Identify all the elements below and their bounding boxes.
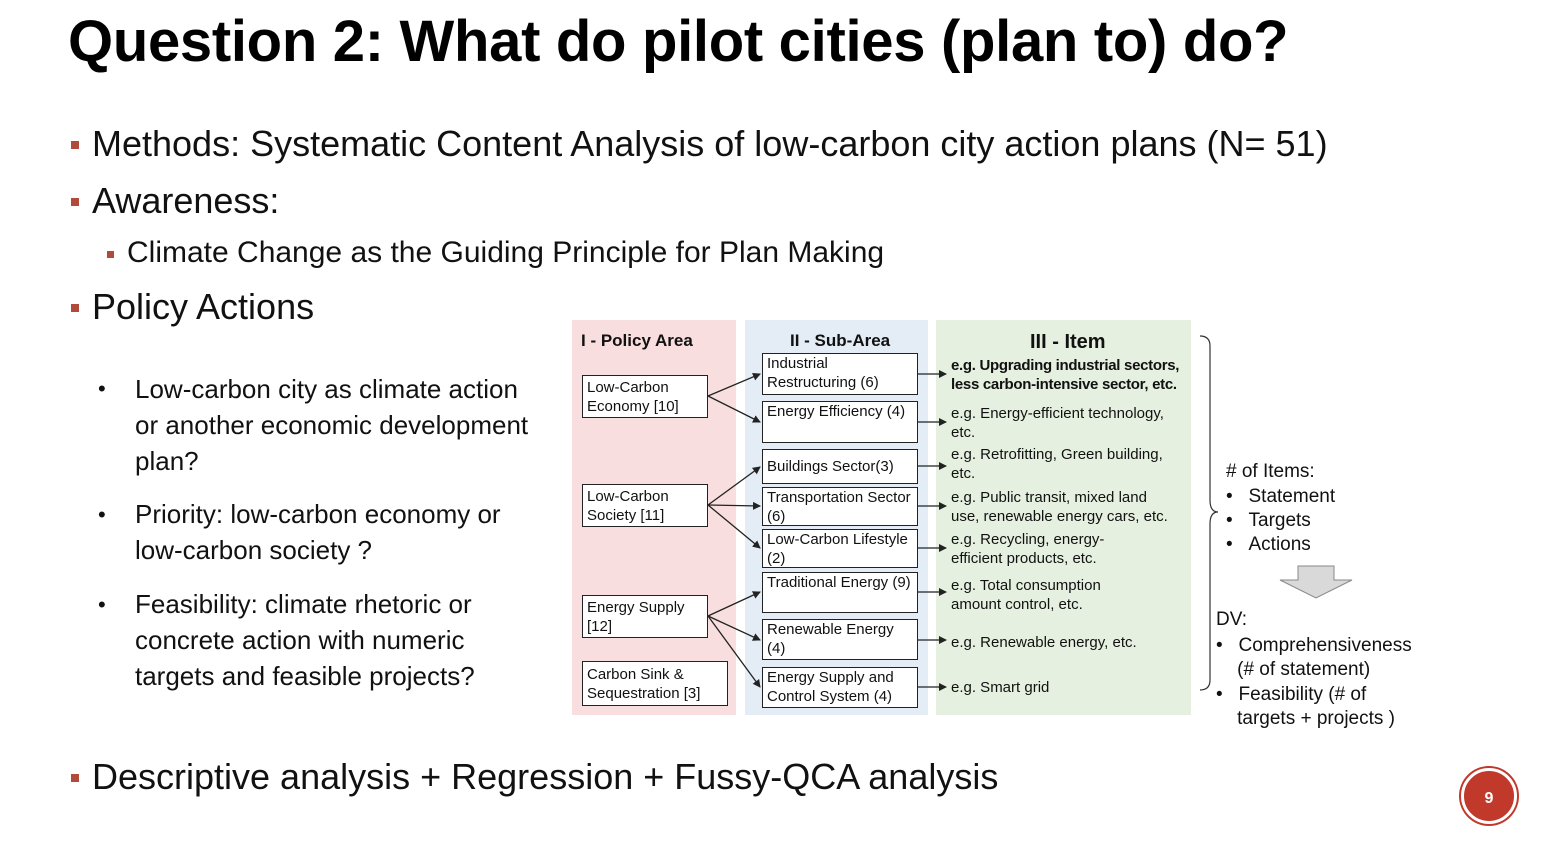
item-text: e.g. Energy-efficient technology, etc.	[951, 405, 1164, 441]
bullet-awareness: Awareness:	[92, 180, 280, 221]
measure-list-item: • Actions	[1226, 534, 1311, 555]
down-arrow-icon	[1279, 565, 1353, 599]
sub-area-box: Energy Supply and Control System (4)	[762, 667, 918, 708]
dv-label: DV:	[1216, 609, 1247, 630]
sub-area-box: Transportation Sector (6)	[762, 487, 918, 526]
sub-area-box: Energy Efficiency (4)	[762, 401, 918, 443]
connector-arrow	[707, 615, 761, 641]
bullet-policy-actions: Policy Actions	[92, 286, 315, 327]
item-text: e.g. Retrofitting, Green building, etc.	[951, 446, 1163, 482]
bullet-square-icon	[71, 198, 79, 206]
item-text: e.g. Total consumption amount control, et…	[951, 577, 1101, 613]
item-column	[936, 320, 1191, 715]
bullet-dot-icon: •	[98, 502, 106, 527]
bullet-square-icon	[71, 304, 79, 312]
item-text: e.g. Public transit, mixed land use, rene…	[951, 489, 1168, 525]
sub-area-box: Traditional Energy (9)	[762, 572, 918, 613]
policy-area-box: Energy Supply [12]	[582, 595, 708, 638]
sub-area-header: II - Sub-Area	[790, 331, 891, 350]
question-item: Feasibility: climate rhetoric or concret…	[135, 589, 475, 691]
page-number-badge: 9	[1461, 768, 1517, 824]
measure-list-item: • Statement	[1226, 486, 1336, 507]
connector-arrow	[707, 591, 761, 617]
item-text: e.g. Renewable energy, etc.	[951, 634, 1137, 651]
bullet-dot-icon: •	[98, 376, 106, 401]
slide-title: Question 2: What do pilot cities (plan t…	[68, 9, 1289, 74]
connector-arrow	[707, 373, 761, 397]
bullet-square-icon	[71, 141, 79, 149]
sub-area-box: Buildings Sector(3)	[762, 449, 918, 484]
bullet-dot-icon: •	[98, 592, 106, 617]
connector-arrow	[707, 615, 761, 688]
item-text: e.g. Smart grid	[951, 679, 1050, 696]
question-item: Low-carbon city as climate action or ano…	[135, 374, 529, 476]
question-item: Priority: low-carbon economy or low-carb…	[135, 499, 501, 565]
measure-list-item: • Targets	[1226, 510, 1311, 531]
right-brace	[1199, 335, 1219, 691]
sub-area-box: Low-Carbon Lifestyle (2)	[762, 529, 918, 568]
policy-area-box: Low-Carbon Economy [10]	[582, 375, 708, 418]
connector-arrow	[707, 501, 761, 510]
item-text: e.g. Upgrading industrial sectors, less c…	[951, 357, 1180, 393]
connector-arrow	[707, 466, 761, 506]
dv-list-item: • Feasibility (# of targets + projects )	[1216, 684, 1395, 729]
policy-area-box: Low-Carbon Society [11]	[582, 484, 708, 527]
sub-area-box: Industrial Restructuring (6)	[762, 353, 918, 395]
connector-arrow	[707, 395, 761, 423]
policy-area-header: I - Policy Area	[581, 331, 693, 350]
policy-area-box: Carbon Sink & Sequestration [3]	[582, 661, 728, 706]
bullet-square-icon	[71, 774, 79, 782]
sub-bullet-square-icon	[107, 251, 114, 258]
connector-arrow	[707, 504, 761, 549]
dv-list-item: • Comprehensiveness (# of statement)	[1216, 635, 1412, 680]
item-header: III - Item	[1030, 331, 1106, 353]
bullet-awareness-sub: Climate Change as the Guiding Principle …	[127, 236, 885, 269]
bullet-descriptive: Descriptive analysis + Regression + Fuss…	[92, 756, 999, 797]
sub-area-box: Renewable Energy (4)	[762, 619, 918, 660]
items-count-label: # of Items:	[1226, 461, 1315, 482]
item-text: e.g. Recycling, energy-efficient product…	[951, 531, 1105, 567]
bullet-methods: Methods: Systematic Content Analysis of …	[92, 123, 1328, 164]
